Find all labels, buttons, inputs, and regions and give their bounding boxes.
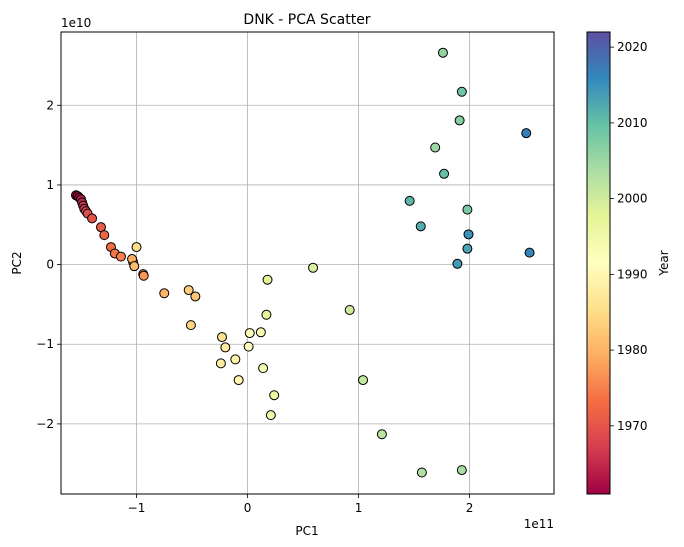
x-tick-label: 0 — [244, 501, 252, 515]
data-point — [404, 195, 415, 206]
data-point — [439, 168, 450, 179]
scatter-points — [70, 47, 535, 478]
x-axis-label: PC1 — [295, 524, 318, 538]
y-scale-label: 1e10 — [61, 16, 91, 30]
colorbar-tick-label: 1980 — [617, 343, 648, 357]
plot-area: −1 0 1 2 −2 −1 0 1 2 — [36, 31, 555, 515]
y-tick-label: −2 — [36, 417, 54, 431]
plot-frame — [60, 31, 555, 495]
data-point — [376, 429, 387, 440]
data-point — [185, 320, 196, 331]
x-axis-ticks: −1 0 1 2 — [128, 494, 474, 515]
colorbar-tick-label: 1970 — [617, 419, 648, 433]
data-point — [308, 262, 319, 273]
data-point — [217, 332, 228, 343]
data-point — [437, 47, 448, 58]
colorbar-gradient — [586, 31, 611, 495]
data-point — [261, 309, 272, 320]
x-tick-label: 2 — [466, 501, 474, 515]
colorbar-tick-label: 1990 — [617, 267, 648, 281]
colorbar: 1970 1980 1990 2000 2010 2020 Year — [586, 31, 671, 495]
data-point — [255, 327, 266, 338]
colorbar-tick-label: 2000 — [617, 192, 648, 206]
data-point — [190, 291, 201, 302]
data-point — [415, 221, 426, 232]
data-point — [524, 247, 535, 258]
data-point — [454, 115, 465, 126]
data-point — [344, 304, 355, 315]
x-tick-label: −1 — [128, 501, 146, 515]
data-point — [258, 363, 269, 374]
plot-background — [61, 32, 554, 494]
data-point — [230, 354, 241, 365]
data-point — [183, 285, 194, 296]
y-axis-label: PC2 — [10, 251, 24, 274]
data-point — [243, 341, 254, 352]
data-point — [430, 142, 441, 153]
data-point — [115, 251, 126, 262]
data-point — [262, 274, 273, 285]
colorbar-tick-label: 2020 — [617, 40, 648, 54]
data-point — [269, 390, 280, 401]
data-point — [358, 375, 369, 386]
chart-title: DNK - PCA Scatter — [243, 12, 370, 28]
data-point — [87, 213, 98, 224]
data-point — [244, 328, 255, 339]
data-point — [265, 410, 276, 421]
y-tick-label: −1 — [36, 337, 54, 351]
grid — [61, 32, 554, 494]
data-point — [220, 342, 231, 353]
data-point — [456, 86, 467, 97]
data-point — [159, 288, 170, 299]
data-point — [462, 204, 473, 215]
colorbar-ticks: 1970 1980 1990 2000 2010 2020 — [610, 40, 648, 433]
data-point — [462, 243, 473, 254]
data-point — [215, 358, 226, 369]
y-tick-label: 1 — [46, 178, 54, 192]
data-point — [416, 467, 427, 478]
y-tick-label: 2 — [46, 98, 54, 112]
data-point — [456, 465, 467, 476]
data-point — [99, 230, 110, 241]
colorbar-label: Year — [657, 250, 671, 276]
x-tick-label: 1 — [355, 501, 363, 515]
y-axis-ticks: −2 −1 0 1 2 — [36, 98, 61, 431]
colorbar-tick-label: 2010 — [617, 116, 648, 130]
data-point — [452, 258, 463, 269]
data-point — [463, 229, 474, 240]
data-point — [138, 270, 149, 281]
data-point — [233, 375, 244, 386]
data-point — [131, 242, 142, 253]
y-tick-label: 0 — [46, 258, 54, 272]
data-point — [521, 128, 532, 139]
data-point — [129, 261, 140, 272]
x-scale-label: 1e11 — [524, 517, 554, 531]
